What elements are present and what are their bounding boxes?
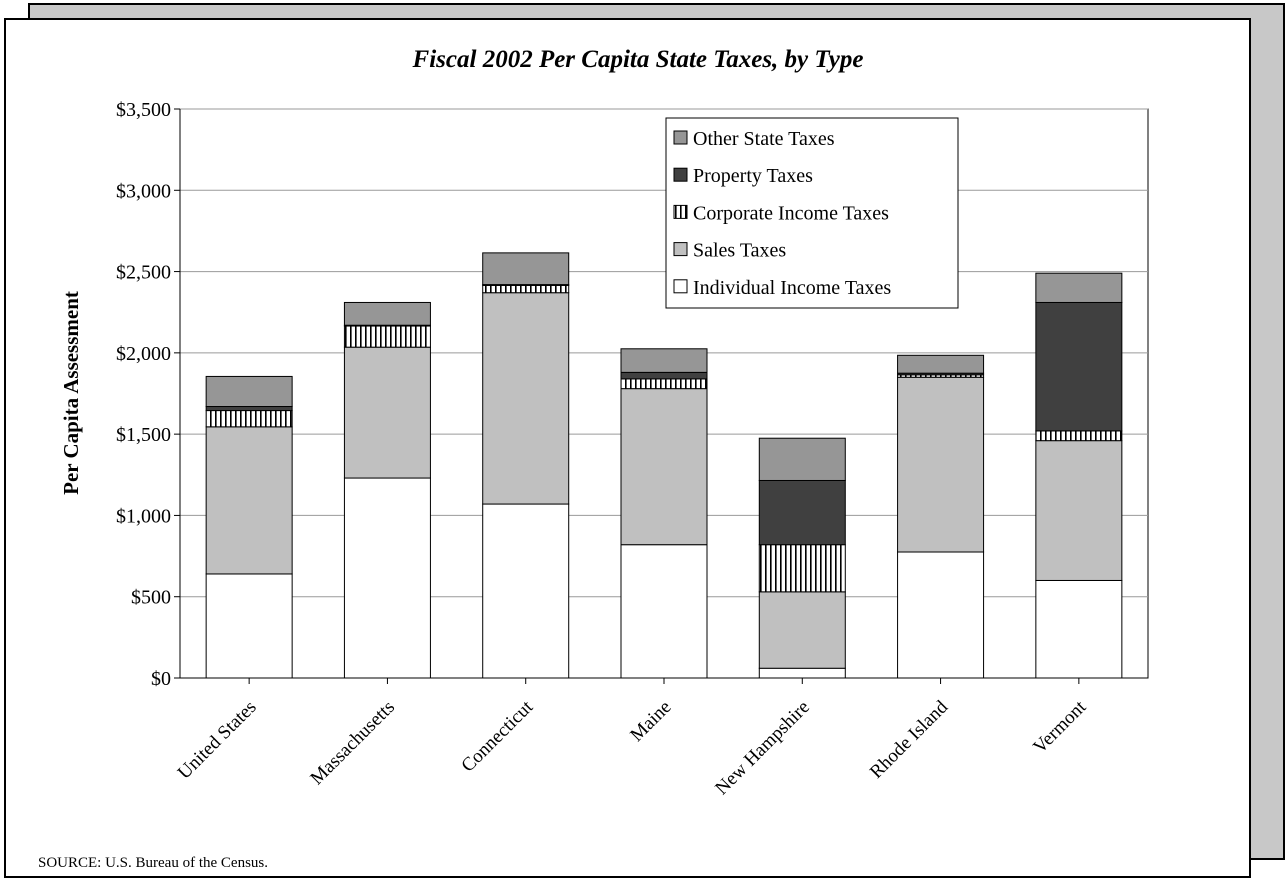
bar-other-state-taxes [343, 301, 431, 326]
x-tick-label: New Hampshire [711, 697, 814, 800]
bar-sales-taxes [482, 292, 570, 505]
bar-property-taxes [758, 479, 846, 546]
x-tick-label: Vermont [1029, 696, 1091, 758]
bar-other-state-taxes [758, 437, 846, 481]
bar-other-state-taxes [620, 348, 708, 373]
legend-swatch [673, 242, 688, 257]
bar-individual-income-taxes [897, 551, 985, 679]
bar-corporate-income-taxes [205, 410, 293, 428]
legend-label: Other State Taxes [693, 128, 835, 150]
bar-sales-taxes [343, 346, 431, 479]
bar-other-state-taxes [205, 375, 293, 408]
bar-individual-income-taxes [482, 503, 570, 679]
legend-label: Individual Income Taxes [693, 277, 891, 299]
y-tick-label: $3,000 [116, 180, 171, 202]
bar-individual-income-taxes [758, 667, 846, 679]
y-tick-label: $1,000 [116, 505, 171, 527]
x-tick-label: United States [174, 697, 261, 784]
bar-other-state-taxes [897, 354, 985, 374]
source-note: SOURCE: U.S. Bureau of the Census. [38, 855, 268, 871]
legend-swatch [673, 204, 688, 219]
bar-sales-taxes [620, 388, 708, 546]
bar-corporate-income-taxes [620, 378, 708, 390]
y-tick-label: $0 [151, 668, 171, 690]
legend-swatch [673, 167, 688, 182]
legend-swatch [673, 130, 688, 145]
bar-individual-income-taxes [1035, 579, 1123, 679]
y-tick-label: $2,000 [116, 343, 171, 365]
bar-other-state-taxes [482, 252, 570, 286]
bar-individual-income-taxes [343, 477, 431, 679]
x-tick-label: Rhode Island [866, 696, 952, 782]
legend-swatch [673, 279, 688, 294]
bar-individual-income-taxes [205, 573, 293, 679]
legend: Other State Taxes Property Taxes Corporate… [665, 117, 959, 309]
y-tick-label: $2,500 [116, 262, 171, 284]
bar-corporate-income-taxes [343, 325, 431, 348]
legend-label: Corporate Income Taxes [693, 202, 889, 224]
x-tick-label: Maine [626, 697, 675, 746]
bar-corporate-income-taxes [1035, 430, 1123, 442]
bar-sales-taxes [1035, 440, 1123, 581]
bar-property-taxes [1035, 301, 1123, 432]
chart-title: Fiscal 2002 Per Capita State Taxes, by T… [412, 46, 864, 73]
bar-property-taxes [205, 406, 293, 412]
bar-corporate-income-taxes [482, 284, 570, 294]
y-tick-label: $500 [131, 587, 171, 609]
legend-label: Property Taxes [693, 165, 813, 187]
bar-individual-income-taxes [620, 544, 708, 679]
legend-box [665, 117, 959, 309]
legend-label: Sales Taxes [693, 240, 786, 262]
plot-area: $0 $500 $1,000 $1,500 $2,000 $2,500 $3,000 $3,5… [116, 99, 1149, 800]
bar-sales-taxes [205, 426, 293, 575]
bar-sales-taxes [758, 591, 846, 669]
x-tick-label: Connecticut [457, 696, 537, 776]
y-axis-title: Per Capita Assessment [59, 291, 83, 495]
bar-corporate-income-taxes [758, 544, 846, 593]
bar-sales-taxes [897, 376, 985, 553]
bar-property-taxes [620, 371, 708, 380]
y-tick-label: $1,500 [116, 424, 171, 446]
bar-other-state-taxes [1035, 272, 1123, 303]
y-tick-label: $3,500 [116, 99, 171, 121]
x-tick-label: Massachusetts [306, 697, 398, 789]
